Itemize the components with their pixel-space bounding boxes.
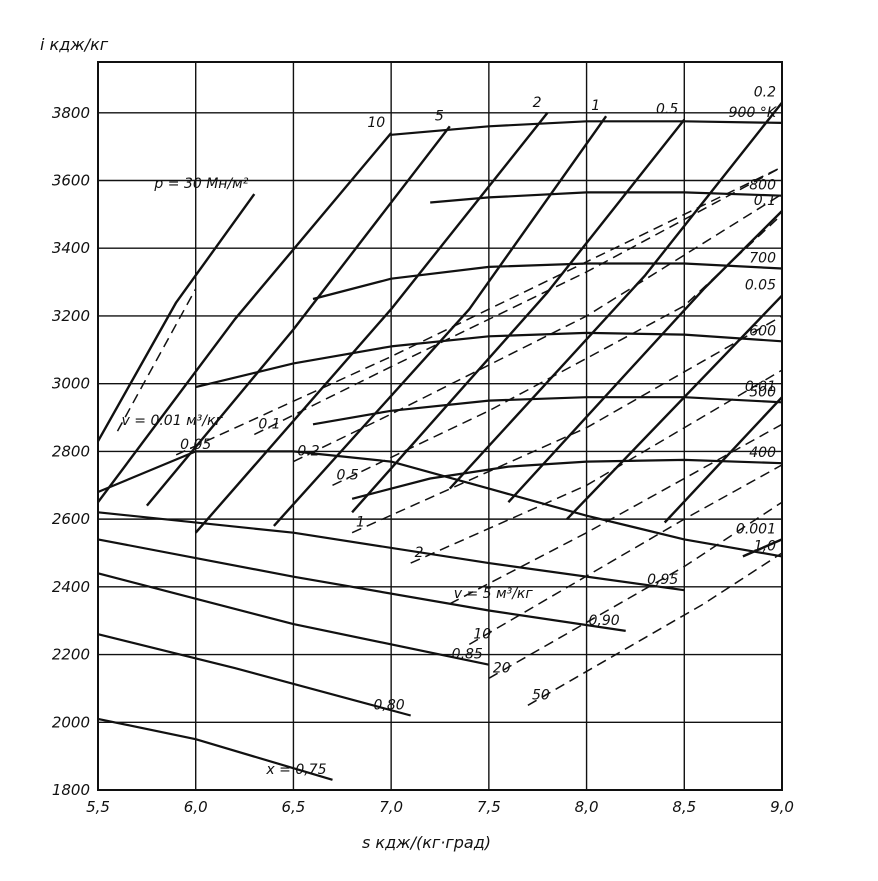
isobar-line: [273, 115, 608, 527]
chart-curves: [96, 101, 783, 781]
isotherm-line-label: 500: [749, 384, 776, 400]
quality-line-label: 0,90: [588, 613, 619, 629]
quality-line-label: x = 0,75: [265, 762, 326, 778]
isobar-line: [663, 396, 783, 524]
isobar-line-label: p = 30 Мн/м²: [153, 176, 248, 192]
quality-line-label: 1,0: [754, 538, 776, 554]
y-tick-label: 3200: [52, 307, 90, 325]
y-tick-label: 3600: [52, 172, 90, 190]
y-tick-label: 2000: [52, 713, 90, 731]
y-tick-label: 2600: [52, 510, 90, 528]
y-tick-label: 1800: [52, 781, 90, 799]
isobar-line: [145, 125, 451, 507]
quality-line: [97, 450, 783, 558]
isobar-line: [194, 112, 549, 534]
isobar-line: [566, 294, 783, 520]
isochore-line: [332, 213, 783, 486]
x-tick-label: 9,0: [770, 798, 794, 816]
isobar-line: [448, 101, 783, 490]
isobar-line-label: 0.01: [745, 379, 776, 395]
isobar-line-label: 1: [591, 98, 600, 114]
quality-line: [97, 572, 490, 666]
isochore-line-label: 20: [493, 660, 511, 676]
isochore-line: [116, 288, 197, 432]
quality-line: [97, 633, 411, 717]
isotherm-line-label: 600: [749, 323, 776, 339]
isobar-line-label: 0.2: [754, 85, 776, 101]
tick-labels: 5,5 6,0 6,5 7,0 7,5 8,0 8,5 9,01800200022002400…: [52, 104, 794, 816]
quality-line-label: 0,95: [647, 572, 678, 588]
isochore-line-label: 0.05: [180, 437, 211, 453]
isotherm-line: [351, 458, 783, 500]
quality-line: [97, 538, 626, 632]
y-tick-label: 2400: [52, 578, 90, 596]
isobar-line-label: 0.1: [754, 193, 776, 209]
isotherm-line-label: 800: [749, 178, 776, 194]
isochore-line: [410, 369, 783, 564]
x-tick-label: 5,5: [86, 798, 110, 816]
isobar-line-label: 0.05: [745, 278, 776, 294]
isochore-line-label: 0.1: [258, 416, 280, 432]
isochore-line: [527, 552, 783, 706]
isobar-line: [742, 538, 783, 558]
y-axis-title: i кдж/кг: [40, 35, 109, 54]
isotherm-line: [391, 120, 783, 136]
y-tick-label: 3800: [52, 104, 90, 122]
y-tick-label: 2800: [52, 442, 90, 460]
isotherm-line-label: 900 °K: [729, 105, 778, 121]
isotherm-line: [312, 262, 783, 301]
isotherm-line: [312, 396, 783, 426]
x-tick-label: 7,0: [379, 798, 403, 816]
y-tick-label: 3400: [52, 239, 90, 257]
isochore-line-label: 2: [415, 545, 424, 561]
x-tick-label: 8,0: [575, 798, 599, 816]
grid: [97, 61, 783, 791]
isochore-line: [293, 193, 783, 463]
x-tick-label: 8,5: [672, 798, 696, 816]
curve-labels: 900 °K 800 700 600 500 400 p = 30 Мн/м² 10 5 2 1 0.…: [122, 85, 778, 778]
isochore-line: [253, 166, 783, 436]
x-axis-title: s кдж/(кг·град): [362, 833, 491, 852]
isochore-line: [468, 464, 783, 646]
isochore-line-label: 50: [532, 687, 550, 703]
isobar-line: [351, 118, 686, 514]
isochore-line-label: v = 5 м³/кг: [454, 586, 534, 602]
isochore-line-label: v = 0.01 м³/кг: [122, 413, 224, 429]
isobar-line: [97, 132, 393, 503]
quality-line-label: 0,80: [374, 698, 405, 714]
quality-line-label: 0,85: [452, 647, 483, 663]
isochore-line-label: 10: [473, 626, 491, 642]
isochore-line: [449, 423, 783, 605]
quality-line: [97, 717, 333, 781]
isotherm-line: [430, 191, 783, 204]
isobar-line: [96, 193, 256, 442]
isobar-line: [507, 210, 783, 504]
y-tick-label: 2200: [52, 646, 90, 664]
isochore-line: [351, 315, 783, 534]
x-tick-label: 7,5: [477, 798, 501, 816]
isobar-line-label: 5: [435, 108, 444, 124]
y-tick-label: 3000: [52, 375, 90, 393]
isotherm-line-label: 700: [749, 251, 776, 267]
isochore-line-label: 1: [356, 515, 365, 531]
isobar-line-label: 2: [533, 95, 542, 111]
x-tick-label: 6,0: [184, 798, 208, 816]
isochore-line: [175, 166, 783, 456]
isobar-line-label: 0.5: [656, 102, 678, 118]
isochore-line-label: 0.5: [337, 467, 359, 483]
isotherm-line: [195, 331, 783, 389]
isobar-line-label: 10: [367, 115, 385, 131]
isobar-line-label: 0.001: [736, 521, 776, 537]
isochore-line-label: 0.2: [297, 444, 319, 460]
isochore-line: [488, 501, 783, 679]
x-tick-label: 6,5: [281, 798, 305, 816]
isotherm-line-label: 400: [749, 445, 776, 461]
quality-line: [97, 511, 685, 592]
